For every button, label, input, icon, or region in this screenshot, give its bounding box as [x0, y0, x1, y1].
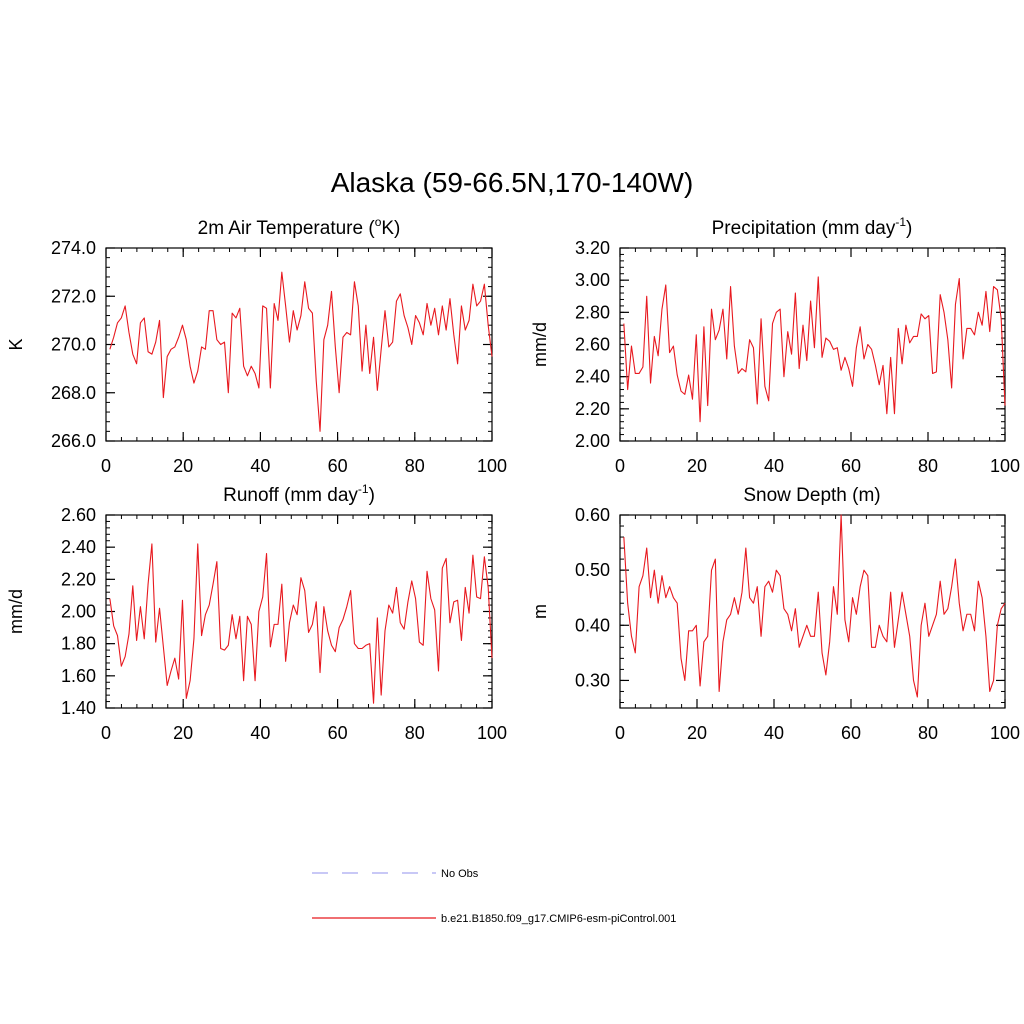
panel-title: 2m Air Temperature (oK) — [198, 215, 401, 239]
panel-runoff: Runoff (mm day-1) 0 20 40 60 80 100 1.40 1.60 1.… — [6, 482, 507, 743]
panel-snow-depth: Snow Depth (m) 0 20 40 60 80 100 0.30 0.40 0.50 0… — [530, 485, 1020, 743]
panel-precipitation: Precipitation (mm day-1) 0 20 40 60 80 100 2.0… — [530, 215, 1020, 476]
x-tick-label: 40 — [764, 456, 784, 476]
panel-title: Snow Depth (m) — [743, 485, 880, 506]
y-tick-label: 272.0 — [51, 286, 96, 306]
x-tick-label: 0 — [101, 456, 111, 476]
x-tick-label: 100 — [477, 723, 507, 743]
y-tick-label: 270.0 — [51, 335, 96, 355]
y-tick-label: 0.50 — [575, 560, 610, 580]
y-tick-label: 2.00 — [61, 602, 96, 622]
x-tick-label: 0 — [615, 723, 625, 743]
legend-model-label: b.e21.B1850.f09_g17.CMIP6-esm-piControl.… — [441, 913, 676, 925]
y-tick-label: 2.60 — [575, 335, 610, 355]
y-tick-label: 2.80 — [575, 302, 610, 322]
x-tick-label: 20 — [173, 456, 193, 476]
main-title: Alaska (59-66.5N,170-140W) — [331, 167, 694, 198]
plot-frame — [619, 247, 1006, 442]
y-tick-label: 2.00 — [575, 431, 610, 451]
y-tick-label: 266.0 — [51, 431, 96, 451]
x-tick-label: 20 — [173, 723, 193, 743]
y-axis-label: mm/d — [530, 322, 550, 367]
y-tick-label: 1.40 — [61, 698, 96, 718]
y-tick-label: 2.60 — [61, 505, 96, 525]
y-tick-label: 2.20 — [61, 569, 96, 589]
x-tick-label: 100 — [990, 723, 1020, 743]
panel-title: Runoff (mm day-1) — [223, 482, 375, 506]
panel-title: Precipitation (mm day-1) — [712, 215, 913, 239]
y-tick-label: 2.40 — [61, 537, 96, 557]
y-axis-label: m — [530, 604, 550, 619]
y-tick-label: 268.0 — [51, 383, 96, 403]
series-line-model — [109, 543, 493, 704]
legend: No Obs b.e21.B1850.f09_g17.CMIP6-esm-piC… — [312, 868, 676, 925]
panel-air-temperature: 2m Air Temperature (oK) 0 20 40 60 80 100 266.… — [6, 215, 507, 476]
x-tick-label: 20 — [687, 723, 707, 743]
series-line-model — [623, 514, 1006, 698]
y-tick-label: 274.0 — [51, 238, 96, 258]
y-tick-label: 3.20 — [575, 238, 610, 258]
y-tick-label: 0.60 — [575, 505, 610, 525]
y-axis-label: mm/d — [6, 589, 26, 634]
plot-frame — [105, 247, 493, 442]
y-tick-label: 1.80 — [61, 634, 96, 654]
x-tick-label: 100 — [990, 456, 1020, 476]
x-tick-label: 80 — [405, 456, 425, 476]
x-tick-label: 0 — [101, 723, 111, 743]
y-tick-label: 0.40 — [575, 615, 610, 635]
y-tick-label: 2.20 — [575, 399, 610, 419]
y-tick-label: 1.60 — [61, 666, 96, 686]
plot-frame — [105, 514, 493, 709]
x-tick-label: 20 — [687, 456, 707, 476]
x-tick-label: 100 — [477, 456, 507, 476]
x-tick-label: 80 — [405, 723, 425, 743]
x-tick-label: 60 — [328, 456, 348, 476]
series-line-model — [623, 276, 1006, 423]
y-tick-label: 0.30 — [575, 670, 610, 690]
x-tick-label: 80 — [918, 723, 938, 743]
x-tick-label: 60 — [841, 723, 861, 743]
y-tick-label: 3.00 — [575, 270, 610, 290]
x-tick-label: 60 — [841, 456, 861, 476]
x-tick-label: 40 — [250, 456, 270, 476]
series-line-model — [109, 271, 493, 432]
plot-frame — [619, 514, 1006, 709]
x-tick-label: 40 — [764, 723, 784, 743]
x-tick-label: 80 — [918, 456, 938, 476]
x-tick-label: 0 — [615, 456, 625, 476]
legend-obs-label: No Obs — [441, 868, 479, 880]
x-tick-label: 60 — [328, 723, 348, 743]
x-tick-label: 40 — [250, 723, 270, 743]
y-axis-label: K — [6, 338, 26, 350]
y-tick-label: 2.40 — [575, 367, 610, 387]
